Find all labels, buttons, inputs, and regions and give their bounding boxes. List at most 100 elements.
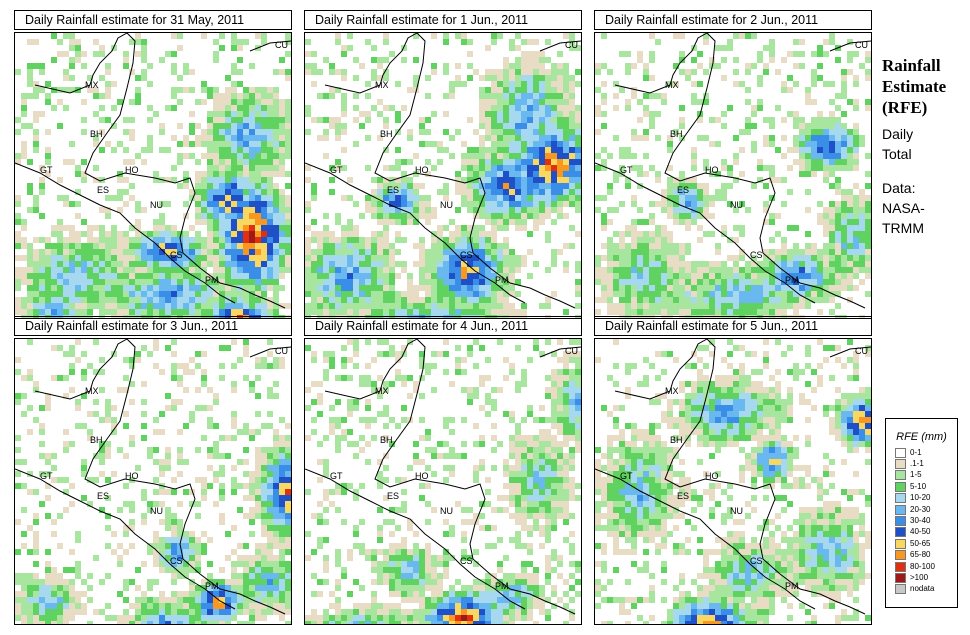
rain-cell bbox=[563, 117, 569, 123]
rain-cell bbox=[365, 255, 371, 261]
rain-cell bbox=[787, 255, 793, 261]
rain-cell bbox=[213, 219, 219, 225]
rain-cell bbox=[607, 243, 613, 249]
rain-cell bbox=[219, 99, 225, 105]
rain-cell bbox=[655, 237, 661, 243]
rain-cell bbox=[613, 261, 619, 267]
rain-cell bbox=[249, 429, 255, 435]
rain-cell bbox=[853, 213, 859, 219]
rain-cell bbox=[57, 99, 63, 105]
rain-cell bbox=[231, 309, 237, 315]
rain-cell bbox=[575, 177, 581, 183]
rain-cell bbox=[237, 459, 243, 465]
rain-cell bbox=[195, 615, 201, 621]
rain-cell bbox=[27, 243, 33, 249]
rain-cell bbox=[443, 417, 449, 423]
rain-cell bbox=[527, 405, 533, 411]
rain-cell bbox=[503, 243, 509, 249]
rain-cell bbox=[679, 285, 685, 291]
rain-cell bbox=[575, 339, 581, 345]
rain-cell bbox=[829, 129, 835, 135]
rain-cell bbox=[87, 243, 93, 249]
rain-cell bbox=[57, 267, 63, 273]
rain-cell bbox=[57, 225, 63, 231]
rain-cell bbox=[279, 363, 285, 369]
rain-cell bbox=[691, 219, 697, 225]
rain-cell bbox=[135, 255, 141, 261]
rain-cell bbox=[551, 393, 557, 399]
rain-cell bbox=[207, 417, 213, 423]
rain-cell bbox=[285, 477, 291, 483]
rain-cell bbox=[57, 591, 63, 597]
rain-cell bbox=[311, 357, 317, 363]
rain-cell bbox=[231, 153, 237, 159]
rain-cell bbox=[503, 357, 509, 363]
rainfall-map: MX BH GT HO ES NU CS PM CU bbox=[304, 338, 582, 625]
rain-cell bbox=[811, 69, 817, 75]
rain-cell bbox=[201, 543, 207, 549]
rain-cell bbox=[159, 147, 165, 153]
rain-cell bbox=[87, 273, 93, 279]
rain-cell bbox=[739, 267, 745, 273]
rain-cell bbox=[81, 495, 87, 501]
rain-cell bbox=[793, 147, 799, 153]
rain-cell bbox=[407, 297, 413, 303]
rain-cell bbox=[51, 603, 57, 609]
rain-cell bbox=[461, 387, 467, 393]
rain-cell bbox=[231, 279, 237, 285]
rain-cell bbox=[539, 117, 545, 123]
rain-cell bbox=[237, 543, 243, 549]
rain-cell bbox=[273, 201, 279, 207]
rain-cell bbox=[177, 243, 183, 249]
rain-cell bbox=[141, 399, 147, 405]
rain-cell bbox=[389, 261, 395, 267]
coastline bbox=[305, 162, 526, 304]
rain-cell bbox=[551, 381, 557, 387]
rain-cell bbox=[625, 303, 631, 309]
rain-cell bbox=[793, 39, 799, 45]
rain-cell bbox=[231, 147, 237, 153]
rain-cell bbox=[569, 375, 575, 381]
rain-cell bbox=[219, 513, 225, 519]
rain-cell bbox=[595, 309, 601, 315]
rain-cell bbox=[865, 69, 871, 75]
rain-cell bbox=[311, 117, 317, 123]
rain-cell bbox=[27, 273, 33, 279]
rain-cell bbox=[219, 585, 225, 591]
rain-cell bbox=[841, 267, 847, 273]
rain-cell bbox=[87, 87, 93, 93]
rain-cell bbox=[377, 207, 383, 213]
rain-cell bbox=[93, 261, 99, 267]
rain-cell bbox=[213, 207, 219, 213]
rain-cell bbox=[419, 129, 425, 135]
rain-cell bbox=[643, 261, 649, 267]
rain-cell bbox=[521, 261, 527, 267]
rain-cell bbox=[51, 243, 57, 249]
rain-cell bbox=[829, 309, 835, 315]
rain-cell bbox=[371, 213, 377, 219]
rain-cell bbox=[141, 267, 147, 273]
rain-cell bbox=[261, 159, 267, 165]
rain-cell bbox=[243, 159, 249, 165]
rain-cell bbox=[15, 435, 21, 441]
rain-cell bbox=[219, 453, 225, 459]
rain-cell bbox=[219, 243, 225, 249]
rain-cell bbox=[787, 261, 793, 267]
rain-cell bbox=[509, 93, 515, 99]
rain-cell bbox=[195, 297, 201, 303]
rain-cell bbox=[189, 111, 195, 117]
rain-cell bbox=[311, 399, 317, 405]
rain-cell bbox=[201, 267, 207, 273]
rain-cell bbox=[261, 507, 267, 513]
rain-cell bbox=[679, 117, 685, 123]
rain-cell bbox=[219, 105, 225, 111]
rain-cell bbox=[261, 99, 267, 105]
rain-cell bbox=[267, 237, 273, 243]
rain-cell bbox=[27, 615, 33, 621]
rain-cell bbox=[81, 99, 87, 105]
rain-cell bbox=[413, 219, 419, 225]
rain-cell bbox=[353, 279, 359, 285]
rain-cell bbox=[347, 231, 353, 237]
rain-cell bbox=[75, 573, 81, 579]
rain-cell bbox=[757, 75, 763, 81]
